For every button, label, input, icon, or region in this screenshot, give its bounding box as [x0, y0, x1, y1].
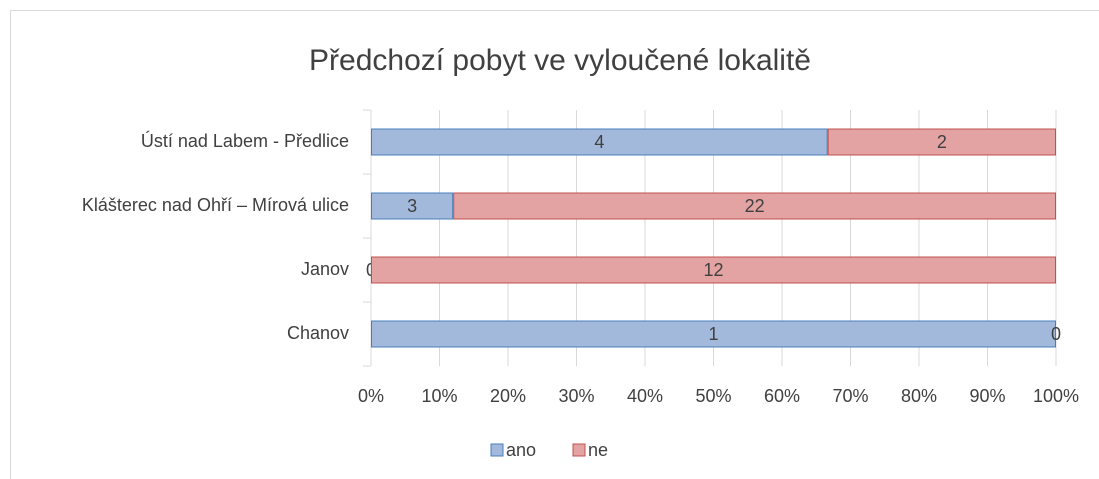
data-label: 4 [594, 132, 604, 152]
x-tick-label: 100% [1033, 386, 1079, 406]
data-label: 2 [937, 132, 947, 152]
x-tick-label: 20% [490, 386, 526, 406]
chart-frame [10, 10, 1099, 479]
legend-label: ne [588, 440, 608, 460]
x-tick-label: 70% [832, 386, 868, 406]
x-tick-label: 40% [627, 386, 663, 406]
bar-segment [371, 320, 1056, 348]
legend-swatch [572, 443, 586, 457]
x-tick-label: 10% [421, 386, 457, 406]
legend-swatch [490, 443, 504, 457]
y-tick-label: Janov [301, 259, 349, 279]
x-tick-label: 0% [358, 386, 384, 406]
bar-segment [827, 128, 1057, 156]
data-label: 12 [703, 260, 723, 280]
y-tick-label: Klášterec nad Ohří – Mírová ulice [82, 195, 349, 215]
bar-segment [453, 192, 1056, 220]
chart-title: Předchozí pobyt ve vyloučené lokalitě [309, 44, 811, 77]
data-label: 1 [708, 324, 718, 344]
bar-segment [371, 192, 454, 220]
x-tick-label: 50% [695, 386, 731, 406]
x-tick-label: 80% [901, 386, 937, 406]
data-label: 0 [1051, 324, 1061, 344]
x-tick-label: 60% [764, 386, 800, 406]
bar-segment [371, 256, 1056, 284]
y-tick-label: Chanov [287, 323, 349, 343]
bar-segment [371, 128, 828, 156]
x-tick-label: 90% [969, 386, 1005, 406]
y-tick-label: Ústí nad Labem - Předlice [141, 130, 349, 151]
legend-label: ano [506, 440, 536, 460]
data-label: 22 [745, 196, 765, 216]
x-tick-label: 30% [558, 386, 594, 406]
data-label: 3 [407, 196, 417, 216]
